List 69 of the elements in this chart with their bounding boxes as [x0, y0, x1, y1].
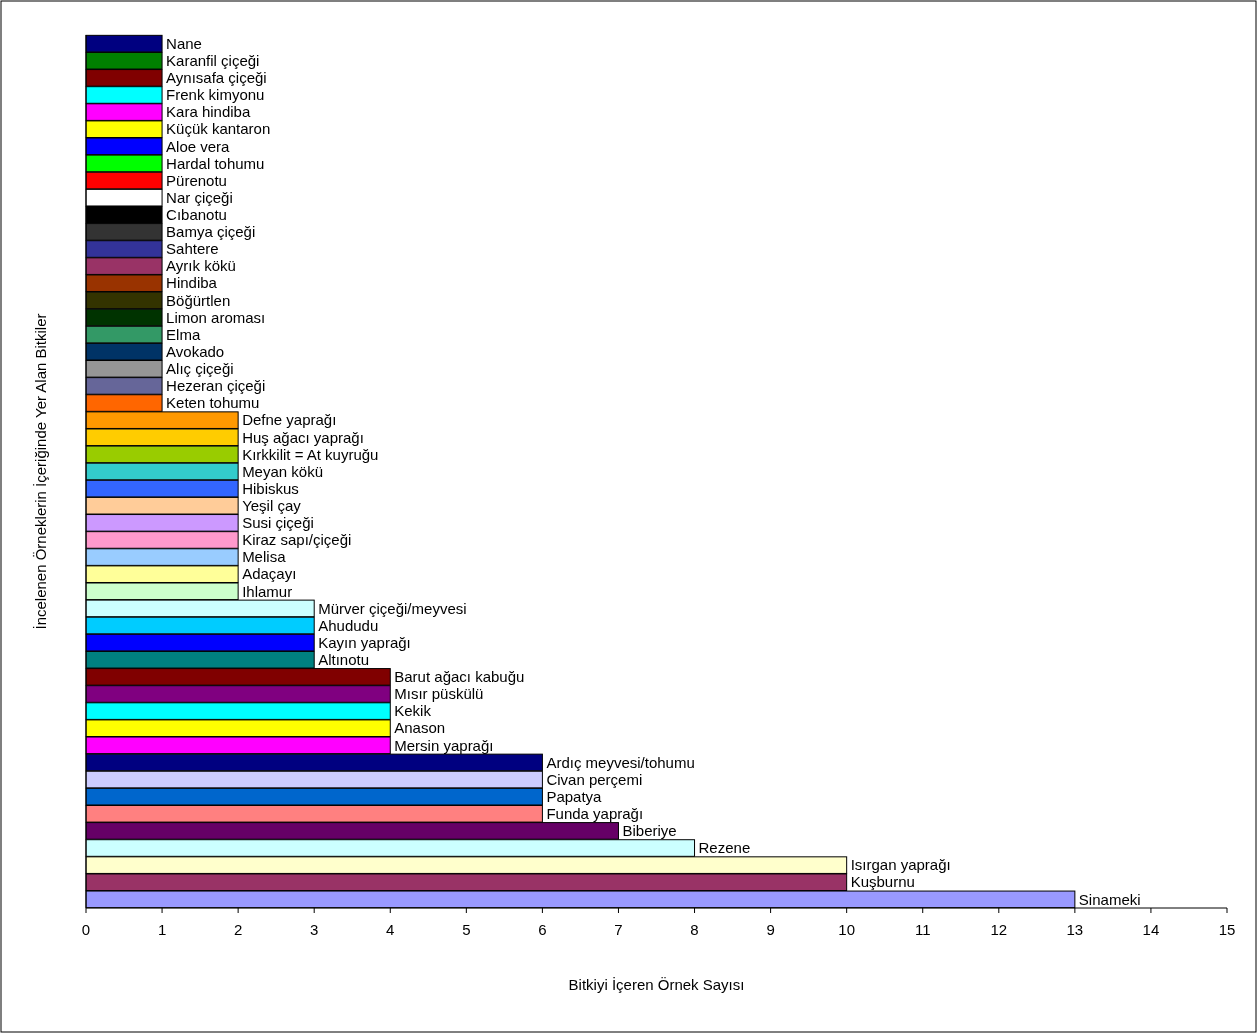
y-tick-label: Sinameki	[1078, 890, 1141, 908]
x-tick-label: 3	[310, 921, 319, 938]
y-tick-label: Sahtere	[166, 240, 219, 258]
x-tick-label: 0	[81, 921, 91, 938]
x-tick-label: 5	[462, 921, 471, 938]
y-tick-label: Limon aroması	[166, 308, 266, 326]
x-tick-label: 11	[914, 921, 931, 938]
y-tick-label: Isırgan yaprağı	[850, 856, 951, 874]
x-tick-label: 14	[1142, 921, 1160, 938]
y-tick-label: Anason	[394, 719, 446, 737]
y-tick-label: Mersin yaprağı	[394, 736, 494, 754]
x-tick-label: 9	[766, 921, 775, 938]
y-tick-label: Barut ağacı kabuğu	[394, 668, 525, 686]
y-tick-label: Adaçayı	[242, 565, 297, 583]
y-tick-label: Ihlamur	[242, 582, 293, 600]
y-tick-label: Kırkkilit = At kuyruğu	[242, 445, 379, 463]
x-tick-label: 15	[1218, 921, 1236, 938]
y-tick-label: Aloe vera	[166, 137, 231, 155]
y-tick-label: Hezeran çiçeği	[166, 377, 266, 395]
x-tick-label: 1	[157, 921, 167, 938]
y-tick-label: Aynısafa çiçeği	[166, 69, 267, 87]
y-tick-label: Civan perçemi	[546, 770, 643, 788]
y-tick-label: Defne yaprağı	[242, 411, 337, 429]
x-tick-label: 4	[386, 921, 395, 938]
y-tick-label: Yeşil çay	[242, 496, 302, 514]
y-tick-label: Frenk kimyonu	[166, 86, 265, 104]
y-tick-label: Susi çiçeği	[242, 514, 314, 532]
y-tick-label: Meyan kökü	[242, 462, 324, 480]
y-tick-label: Nane	[166, 34, 202, 52]
x-tick-label: 12	[990, 921, 1008, 938]
y-tick-label: Avokado	[166, 342, 225, 360]
x-tick-label: 2	[233, 921, 243, 938]
y-tick-label: Funda yaprağı	[546, 805, 644, 823]
y-tick-label: Karanfil çiçeği	[166, 52, 260, 70]
y-tick-label: Hibiskus	[242, 479, 299, 497]
y-tick-label: Rezene	[698, 839, 751, 857]
y-tick-label: Kara hindiba	[166, 103, 251, 121]
y-tick-label: Kekik	[394, 702, 432, 720]
y-tick-label: Kuşburnu	[850, 873, 915, 891]
x-tick-label: 7	[614, 921, 623, 938]
y-tick-label: Bamya çiçeği	[166, 223, 256, 241]
y-tick-label: Ayrık kökü	[166, 257, 236, 275]
y-tick-label: Küçük kantaron	[166, 120, 271, 138]
y-tick-label: Cıbanotu	[166, 206, 227, 224]
x-axis-title: Bitkiyi İçeren Örnek Sayısı	[568, 976, 745, 993]
y-tick-label: Melisa	[242, 548, 287, 566]
y-tick-label: Papatya	[546, 787, 603, 805]
y-tick-label: Keten tohumu	[166, 394, 260, 412]
x-tick-label: 8	[690, 921, 699, 938]
y-tick-label: Hindiba	[166, 274, 218, 292]
y-tick-label: Hardal tohumu	[166, 154, 265, 172]
y-tick-label: Elma	[166, 325, 201, 343]
x-tick-label: 6	[538, 921, 547, 938]
y-tick-label: Nar çiçeği	[166, 188, 233, 206]
y-tick-label: Kayın yaprağı	[318, 633, 411, 651]
y-tick-label: Kiraz sapı/çiçeği	[242, 531, 352, 549]
y-tick-label: Böğürtlen	[166, 291, 231, 309]
y-tick-label: Huş ağacı yaprağı	[242, 428, 364, 446]
y-tick-label: Ahududu	[318, 616, 379, 634]
y-tick-label: Biberiye	[622, 822, 677, 840]
x-tick-label: 10	[838, 921, 856, 938]
y-tick-label: Altınotu	[318, 651, 370, 669]
y-axis-title: İncelenen Örneklerin İçeriğinde Yer Alan Bitkiler	[32, 313, 49, 630]
y-tick-label: Pürenotu	[166, 171, 227, 189]
y-tick-label: Mısır püskülü	[394, 685, 484, 703]
y-tick-label: Mürver çiçeği/meyvesi	[318, 599, 467, 617]
x-tick-label: 13	[1066, 921, 1084, 938]
y-tick-label: Alıç çiçeği	[166, 360, 234, 378]
y-tick-label: Ardıç meyvesi/tohumu	[546, 753, 695, 771]
